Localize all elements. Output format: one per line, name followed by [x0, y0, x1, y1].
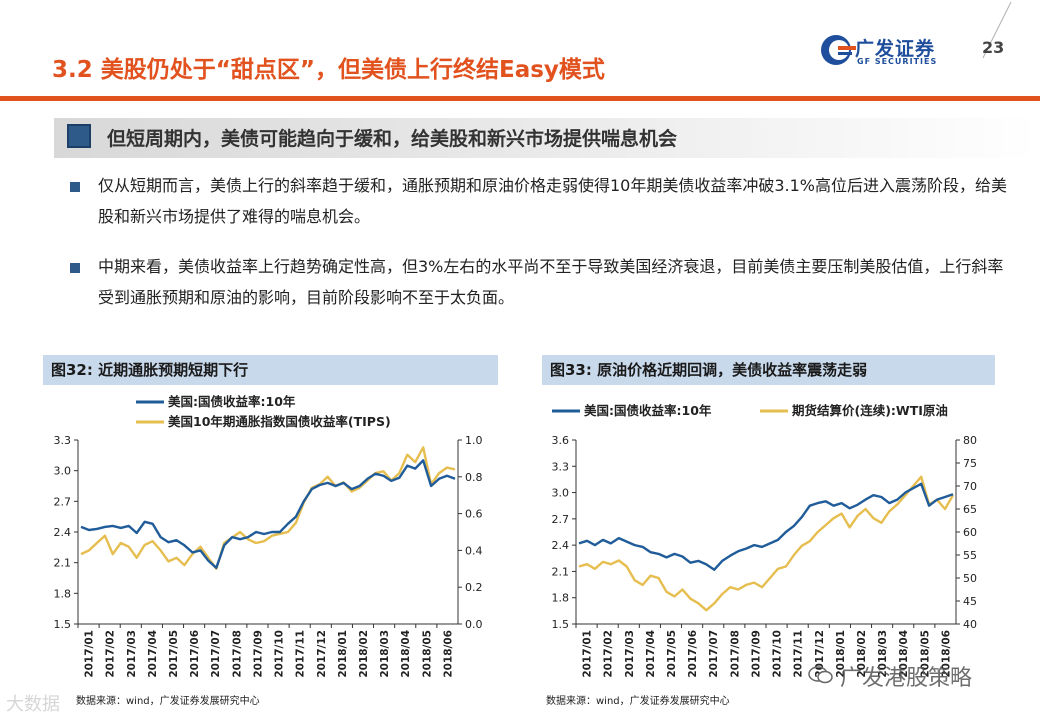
- x-tick-label: 2018/01: [337, 630, 349, 678]
- figure-source: 数据来源：wind，广发证券发展研究中心: [546, 692, 730, 707]
- y-tick-label-right: 65: [963, 503, 977, 516]
- x-tick-label: 2017/03: [126, 630, 138, 678]
- gf-logo-icon: [818, 30, 858, 70]
- y-tick-label-left: 2.4: [54, 526, 72, 539]
- y-tick-label-left: 3.6: [552, 434, 570, 447]
- header-rule: [0, 96, 1040, 101]
- figure-caption: 图33: 原油价格近期回调，美债收益率震荡走弱: [542, 355, 995, 385]
- y-tick-label-left: 2.7: [54, 495, 72, 508]
- x-tick-label: 2017/06: [687, 630, 699, 678]
- y-tick-label-right: 55: [963, 549, 977, 562]
- x-tick-label: 2017/03: [624, 630, 636, 678]
- y-tick-label-left: 3.3: [552, 460, 570, 473]
- y-tick-label-left: 2.1: [552, 565, 570, 578]
- figure-source: 数据来源：wind，广发证券发展研究中心: [76, 692, 260, 707]
- x-tick-label: 2017/10: [772, 630, 784, 678]
- x-tick-label: 2017/12: [316, 630, 328, 678]
- wechat-icon: [808, 664, 834, 686]
- x-tick-label: 2017/11: [295, 630, 307, 678]
- legend-label: 美国:国债收益率:10年: [584, 403, 712, 418]
- legend-label: 美国:国债收益率:10年: [168, 394, 296, 409]
- y-tick-label-right: 1.0: [465, 434, 483, 447]
- y-tick-label-left: 2.7: [552, 513, 570, 526]
- x-tick-label: 2018/04: [400, 630, 412, 678]
- x-tick-label: 2017/05: [666, 630, 678, 678]
- subheading: 但短周期内，美债可能趋向于缓和，给美股和新兴市场提供喘息机会: [107, 124, 677, 151]
- y-tick-label-right: 40: [963, 618, 977, 631]
- bullet-paragraph: 仅从短期而言，美债上行的斜率趋于缓和，通胀预期和原油价格走弱使得10年期美债收益…: [98, 170, 1013, 232]
- y-tick-label-right: 70: [963, 480, 977, 493]
- x-tick-label: 2017/11: [793, 630, 805, 678]
- x-tick-label: 2017/10: [274, 630, 286, 678]
- x-tick-label: 2017/06: [189, 630, 201, 678]
- x-tick-label: 2017/07: [210, 630, 222, 678]
- x-tick-label: 2017/08: [231, 630, 243, 678]
- x-tick-label: 2018/03: [379, 630, 391, 678]
- chart-oil-vs-treasury: 美国:国债收益率:10年 期货结算价(连续):WTI原油 1.5 1.8 2.1 2.4 2…: [538, 388, 1000, 678]
- legend-label: 期货结算价(连续):WTI原油: [792, 403, 948, 418]
- y-tick-label-right: 0.0: [465, 618, 483, 631]
- series-line-right-axis: [81, 447, 455, 568]
- bullet-square-icon: [70, 182, 80, 192]
- x-tick-label: 2017/01: [84, 630, 96, 678]
- x-tick-label: 2017/01: [582, 630, 594, 678]
- y-tick-label-right: 0.6: [465, 508, 483, 521]
- series-line-right-axis: [579, 477, 953, 610]
- y-tick-label-right: 0.4: [465, 544, 483, 557]
- x-tick-label: 2017/07: [708, 630, 720, 678]
- y-tick-label-left: 3.3: [54, 434, 72, 447]
- x-tick-label: 2017/02: [603, 630, 615, 678]
- y-tick-label-right: 60: [963, 526, 977, 539]
- y-tick-label-right: 0.8: [465, 471, 483, 484]
- page-number: 23: [982, 38, 1004, 57]
- series-line-left-axis: [579, 484, 953, 570]
- x-tick-label: 2018/05: [421, 630, 433, 678]
- x-tick-label: 2017/02: [105, 630, 117, 678]
- corner-watermark: 大数据: [6, 690, 60, 716]
- bullet-square-icon: [70, 263, 80, 273]
- x-tick-label: 2017/04: [147, 630, 159, 678]
- y-tick-label-right: 75: [963, 457, 977, 470]
- y-tick-label-left: 3.0: [552, 487, 570, 500]
- legend-label: 美国10年期通胀指数国债收益率(TIPS): [168, 414, 391, 429]
- y-tick-label-left: 1.5: [552, 618, 570, 631]
- bullet-paragraph: 中期来看，美债收益率上行趋势确定性高，但3%左右的水平尚不至于导致美国经济衰退，…: [98, 251, 1013, 313]
- y-tick-label-left: 1.5: [54, 618, 72, 631]
- y-tick-label-left: 1.8: [54, 587, 72, 600]
- y-tick-label-right: 0.2: [465, 581, 483, 594]
- y-tick-label-left: 1.8: [552, 592, 570, 605]
- y-tick-label-right: 50: [963, 572, 977, 585]
- y-tick-label-right: 80: [963, 434, 977, 447]
- x-tick-label: 2017/09: [252, 630, 264, 678]
- subheading-marker-icon: [67, 124, 91, 148]
- series-line-left-axis: [81, 460, 455, 567]
- y-tick-label-right: 45: [963, 595, 977, 608]
- logo-name-en: GF SECURITIES: [857, 57, 937, 66]
- figure-caption: 图32: 近期通胀预期短期下行: [43, 355, 498, 385]
- wechat-watermark: 广发港股策略: [840, 660, 972, 692]
- x-tick-label: 2017/08: [729, 630, 741, 678]
- page-title: 3.2 美股仍处于“甜点区”，但美债上行终结Easy模式: [52, 50, 605, 84]
- y-tick-label-left: 2.1: [54, 557, 72, 570]
- x-tick-label: 2018/06: [442, 630, 454, 678]
- x-tick-label: 2017/09: [750, 630, 762, 678]
- y-tick-label-left: 3.0: [54, 465, 72, 478]
- y-tick-label-left: 2.4: [552, 539, 570, 552]
- x-tick-label: 2017/04: [645, 630, 657, 678]
- x-tick-label: 2017/05: [168, 630, 180, 678]
- x-tick-label: 2018/02: [358, 630, 370, 678]
